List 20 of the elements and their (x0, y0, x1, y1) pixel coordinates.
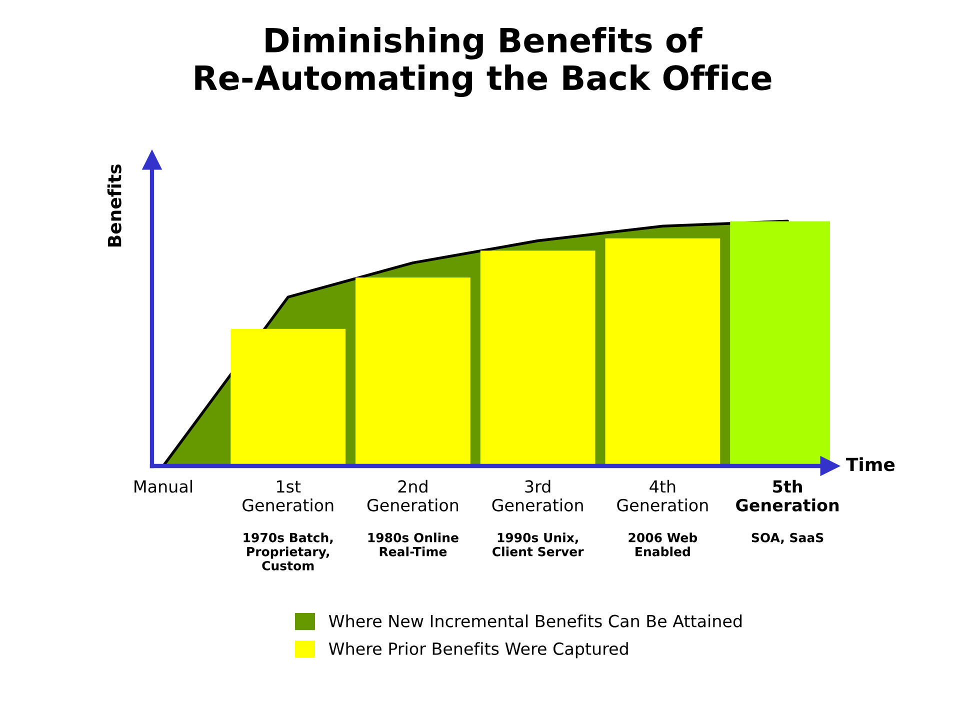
x-tick-label: 2nd Generation (367, 480, 458, 512)
chart-title: Diminishing Benefits of Re-Automating the Back Office (195, 26, 772, 98)
x-tick-label: 3rd Generation (492, 480, 583, 512)
x-tick-label: 1st Generation (242, 480, 334, 512)
bar (605, 238, 720, 466)
x-tick-label: 5th Generation (736, 480, 839, 512)
x-tick-label: Manual (134, 480, 192, 493)
text: 1990s Unix, Client Server (492, 532, 584, 556)
legend-label: Where Prior Benefits Were Captured (328, 642, 628, 658)
legend-label: Where New Incremental Benefits Can Be Attained (328, 614, 742, 628)
text: 1980s Online Real-Time (368, 532, 458, 556)
text: 2006 Web Enabled (628, 532, 698, 556)
bar (480, 250, 596, 466)
bar (230, 328, 346, 466)
text: 1970s Batch, Proprietary, Custom (244, 532, 333, 570)
y-axis-title: Benefits (107, 164, 122, 247)
text: SOA, SaaS (752, 532, 824, 544)
x-axis-title: Time (846, 457, 895, 472)
bar (356, 278, 470, 466)
x-tick-label: 4th Generation (617, 480, 708, 512)
